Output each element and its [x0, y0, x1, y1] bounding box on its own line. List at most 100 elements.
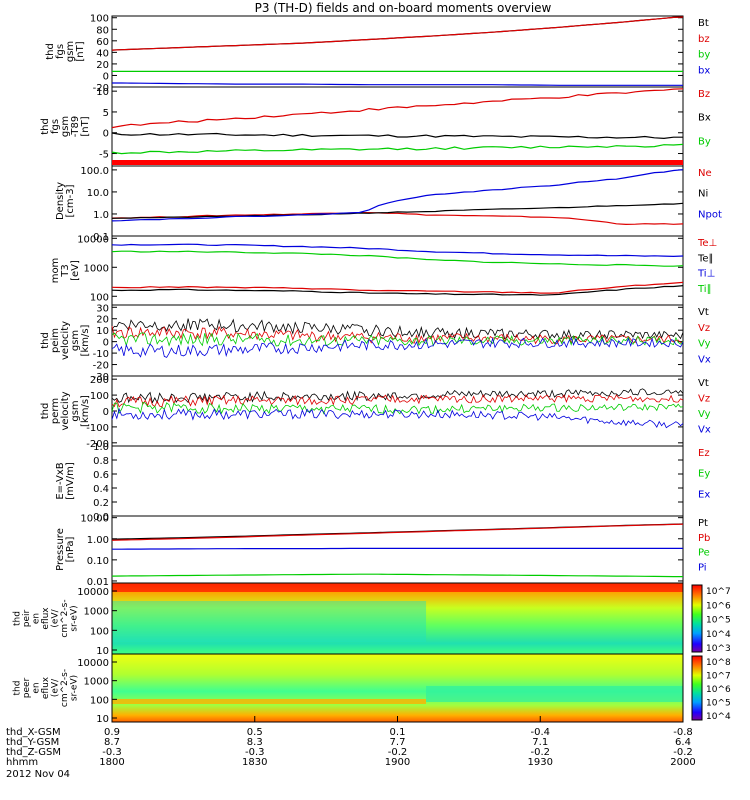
- x-row-value: 1800: [99, 757, 124, 768]
- series-Vy: [111, 402, 684, 415]
- y-axis-label-line: thd: [40, 403, 51, 420]
- x-row-value: -0.3: [102, 747, 122, 758]
- y-tick-label: 0.6: [93, 470, 109, 481]
- panel-dB: 10 5 0 -5 thd fgs gsm -T89 [nT] Bz Bx By: [40, 86, 711, 167]
- y-tick-label: 1000: [84, 263, 109, 274]
- legend-bz: bz: [698, 34, 710, 45]
- series-Te∥: [111, 285, 684, 296]
- colorbar-tick-label: 10^8: [706, 658, 731, 668]
- y-axis-label: thd fgs gsm -T89 [nT]: [40, 116, 91, 138]
- y-axis-label-line: thd: [45, 43, 56, 60]
- y-tick-label: 80: [96, 25, 109, 36]
- legend-Pi: Pi: [698, 562, 707, 573]
- colorbar-tick-label: 10^7: [706, 672, 731, 682]
- y-axis-label-line: E=-VxB: [55, 462, 66, 499]
- y-axis-label-line: en: [32, 613, 42, 624]
- x-row-value: 0.9: [104, 727, 120, 738]
- x-row-label: thd_Y-GSM: [6, 737, 59, 748]
- spectrogram-band: [112, 699, 427, 704]
- y-axis-label-line: gsm: [65, 41, 76, 62]
- y-axis-label-line: [nT]: [80, 116, 91, 136]
- y-axis-label-line: gsm: [70, 400, 81, 421]
- series-Vt: [111, 388, 684, 404]
- y-axis-label: thd peim velocity gsm [km/s]: [40, 321, 91, 360]
- date-label: 2012 Nov 04: [6, 769, 70, 780]
- flag-bar: [112, 160, 683, 165]
- y-tick-label: 10: [96, 87, 109, 98]
- colorbar: [691, 655, 703, 721]
- legend-Te⊥: Te⊥: [697, 238, 717, 249]
- y-axis-label-line: [km/s]: [80, 324, 91, 356]
- y-tick-label: 0: [103, 338, 109, 349]
- chart-title: P3 (TH-D) fields and on-board moments ov…: [255, 1, 552, 15]
- y-tick-label: 100: [90, 626, 109, 637]
- y-axis-label-line: mom: [50, 258, 61, 284]
- series-Pi: [112, 547, 683, 550]
- legend-Vy: Vy: [698, 409, 711, 420]
- series-Vx: [111, 337, 684, 358]
- legend-Pt: Pt: [698, 518, 708, 529]
- panel-efield: 1.0 0.8 0.6 0.4 0.2 0.0 E=-VxB [mV/m] Ez Ey Ex: [55, 442, 710, 523]
- series-Vy: [111, 332, 684, 347]
- y-tick-label: 0.2: [93, 498, 109, 509]
- y-axis-label-line: thd: [40, 332, 51, 349]
- series-bz: [111, 16, 684, 51]
- series-Pb: [111, 523, 684, 541]
- y-axis-label-line: -T89: [70, 116, 81, 138]
- x-row-value: 7.7: [390, 737, 406, 748]
- x-row-value: -0.2: [388, 747, 408, 758]
- y-tick-label: 10.00: [80, 514, 109, 525]
- y-tick-label: 0.10: [87, 556, 109, 567]
- x-row-label: thd_X-GSM: [6, 727, 61, 738]
- y-tick-label: 10000: [77, 658, 109, 669]
- colorbar-tick-label: 10^3: [706, 644, 731, 654]
- legend-Ex: Ex: [698, 489, 710, 500]
- legend-Te∥: Te∥: [697, 253, 714, 264]
- y-tick-label: 10: [96, 646, 109, 657]
- x-row-value: -0.3: [245, 747, 265, 758]
- y-axis-label-line: [km/s]: [80, 395, 91, 427]
- y-axis-label-line: [nT]: [75, 41, 86, 61]
- series-Npot: [111, 169, 684, 222]
- y-tick-label: 10000: [77, 234, 109, 245]
- y-tick-label: 10000: [77, 587, 109, 598]
- y-tick-label: 100.0: [80, 166, 109, 177]
- series-bx: [112, 82, 683, 86]
- y-tick-label: -100: [86, 423, 109, 434]
- y-axis-label-line: thd: [40, 118, 51, 135]
- panel-frame: [111, 235, 684, 306]
- colorbar-tick-label: 10^5: [706, 699, 731, 709]
- x-row-value: 0.1: [390, 727, 406, 738]
- y-axis-label-line: gsm: [70, 330, 81, 351]
- y-axis-label-line: (eV/: [51, 678, 61, 697]
- series-Ti⊥: [111, 243, 684, 258]
- spectrogram-electron: 10000 1000 100 10 thd peer en eflux (eV/cm^2-s-s…: [13, 653, 731, 725]
- y-axis-label-line: thd: [13, 681, 23, 696]
- y-tick-label: 10: [96, 714, 109, 725]
- panel-vperp_sst: 200 100 0 -100 -200 thd perm velocity gsm [km/s] V…: [40, 375, 711, 450]
- y-tick-label: -30: [93, 372, 109, 383]
- x-row-label: hhmm: [6, 757, 38, 768]
- legend-bx: bx: [698, 65, 710, 76]
- colorbar-tick-label: 10^4: [706, 630, 731, 640]
- series-Ne: [111, 212, 684, 226]
- y-axis-label-line: peer: [22, 677, 32, 698]
- y-tick-label: 0: [103, 129, 109, 140]
- y-tick-label: -20: [93, 83, 109, 94]
- y-axis-label-line: [eV]: [70, 260, 81, 281]
- y-tick-label: 100: [90, 695, 109, 706]
- x-row-value: -0.8: [673, 727, 693, 738]
- y-axis-label-line: peim: [50, 328, 61, 353]
- y-axis-label-line: eflux: [41, 607, 51, 630]
- series-Bx: [111, 132, 683, 140]
- spectrogram-band: [112, 601, 427, 642]
- legend-Ni: Ni: [698, 189, 708, 200]
- y-axis-label-line: thd: [13, 611, 23, 626]
- y-axis-label: E=-VxB [mV/m]: [55, 462, 76, 500]
- x-row-value: 1900: [385, 757, 410, 768]
- y-tick-label: 30: [96, 303, 109, 314]
- x-row-value: 1930: [528, 757, 553, 768]
- y-axis-label-line: [nPa]: [65, 536, 76, 562]
